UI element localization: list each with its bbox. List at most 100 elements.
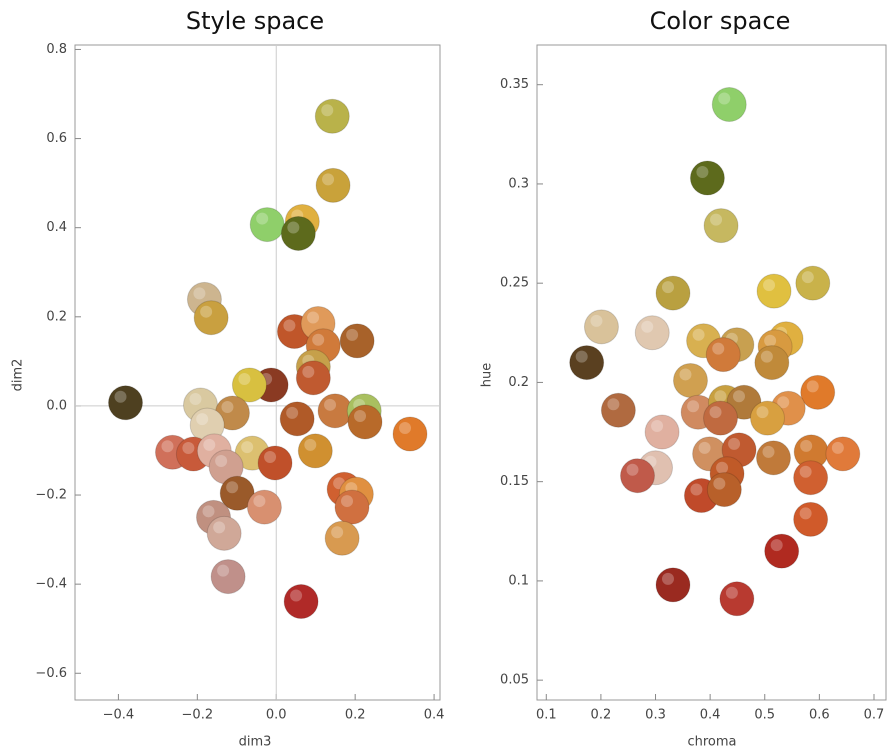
x-tick-label: 0.2: [591, 708, 612, 723]
apple-highlight: [626, 464, 638, 476]
apple-highlight: [203, 505, 215, 517]
apple-point: [211, 560, 245, 594]
apple-point: [280, 402, 314, 436]
apple-highlight: [662, 281, 674, 293]
apple-point: [298, 434, 332, 468]
apple-highlight: [714, 390, 726, 402]
y-tick-label: 0.1: [508, 573, 529, 588]
apple-point: [757, 274, 791, 308]
apple-highlight: [256, 213, 268, 225]
x-tick-label: 0.0: [266, 708, 287, 723]
apple-point: [756, 441, 790, 475]
apple-point: [656, 276, 690, 310]
apple-highlight: [764, 335, 776, 347]
apple-highlight: [307, 311, 319, 323]
y-tick-label: 0.2: [508, 375, 529, 390]
apple-highlight: [713, 478, 725, 490]
apple-highlight: [341, 495, 353, 507]
y-tick-label: 0.35: [500, 77, 529, 92]
apple-point: [194, 301, 228, 335]
y-tick-label: −0.6: [35, 666, 67, 681]
apple-highlight: [733, 390, 745, 402]
apple-point: [207, 516, 241, 550]
apple-highlight: [399, 422, 411, 434]
apple-point: [247, 490, 281, 524]
y-tick-label: −0.2: [35, 488, 67, 503]
apple-point: [712, 88, 746, 122]
apple-point: [801, 375, 835, 409]
apple-point: [601, 393, 635, 427]
apple-highlight: [641, 321, 653, 333]
apple-point: [755, 346, 789, 380]
apple-point: [281, 216, 315, 250]
apple-highlight: [693, 329, 705, 341]
y-tick-label: −0.4: [35, 577, 67, 592]
x-tick-label: 0.3: [645, 708, 666, 723]
apple-point: [765, 534, 799, 568]
apple-highlight: [576, 351, 588, 363]
apple-point: [340, 324, 374, 358]
apple-highlight: [761, 351, 773, 363]
apple-highlight: [716, 462, 728, 474]
x-axis-label: chroma: [687, 735, 736, 750]
x-tick-label: 0.4: [424, 708, 445, 723]
apple-highlight: [221, 401, 233, 413]
apple-highlight: [763, 279, 775, 291]
y-tick-label: 0.2: [46, 309, 67, 324]
apple-highlight: [699, 442, 711, 454]
apple-point: [258, 446, 292, 480]
apple-highlight: [286, 407, 298, 419]
y-axis-label: dim2: [11, 359, 26, 392]
apple-highlight: [200, 306, 212, 318]
apple-point: [706, 338, 740, 372]
apple-highlight: [331, 526, 343, 538]
apple-highlight: [322, 173, 334, 185]
apple-highlight: [193, 287, 205, 299]
chart-title: Style space: [186, 7, 324, 35]
apple-highlight: [728, 438, 740, 450]
y-tick-label: 0.25: [500, 276, 529, 291]
apple-point: [635, 316, 669, 350]
apple-point: [750, 401, 784, 435]
apple-point: [325, 521, 359, 555]
apple-highlight: [710, 214, 722, 226]
apple-highlight: [161, 440, 173, 452]
x-tick-label: −0.4: [103, 708, 135, 723]
apple-highlight: [800, 440, 812, 452]
apple-highlight: [771, 539, 783, 551]
y-tick-label: 0.6: [46, 131, 67, 146]
apple-highlight: [696, 166, 708, 178]
apple-highlight: [756, 406, 768, 418]
x-tick-label: 0.6: [809, 708, 830, 723]
apple-point: [393, 417, 427, 451]
apple-highlight: [226, 481, 238, 493]
apple-highlight: [321, 104, 333, 116]
apple-point: [570, 346, 604, 380]
y-tick-label: 0.15: [500, 474, 529, 489]
apple-point: [284, 585, 318, 619]
apple-point: [673, 363, 707, 397]
y-tick-label: 0.3: [508, 176, 529, 191]
apple-highlight: [800, 466, 812, 478]
apple-highlight: [217, 565, 229, 577]
apple-highlight: [115, 391, 127, 403]
apple-point: [645, 415, 679, 449]
apple-highlight: [290, 590, 302, 602]
apple-highlight: [253, 495, 265, 507]
apple-point: [826, 437, 860, 471]
apple-highlight: [726, 587, 738, 599]
x-tick-label: 0.2: [345, 708, 366, 723]
apple-highlight: [687, 400, 699, 412]
apple-point: [584, 310, 618, 344]
apple-highlight: [312, 334, 324, 346]
apple-highlight: [800, 507, 812, 519]
apple-point: [656, 568, 690, 602]
x-tick-label: 0.7: [864, 708, 885, 723]
apple-highlight: [679, 368, 691, 380]
apple-highlight: [302, 366, 314, 378]
apple-highlight: [710, 406, 722, 418]
apple-point: [620, 459, 654, 493]
y-tick-label: 0.4: [46, 220, 67, 235]
apple-highlight: [802, 271, 814, 283]
y-tick-label: 0.05: [500, 673, 529, 688]
